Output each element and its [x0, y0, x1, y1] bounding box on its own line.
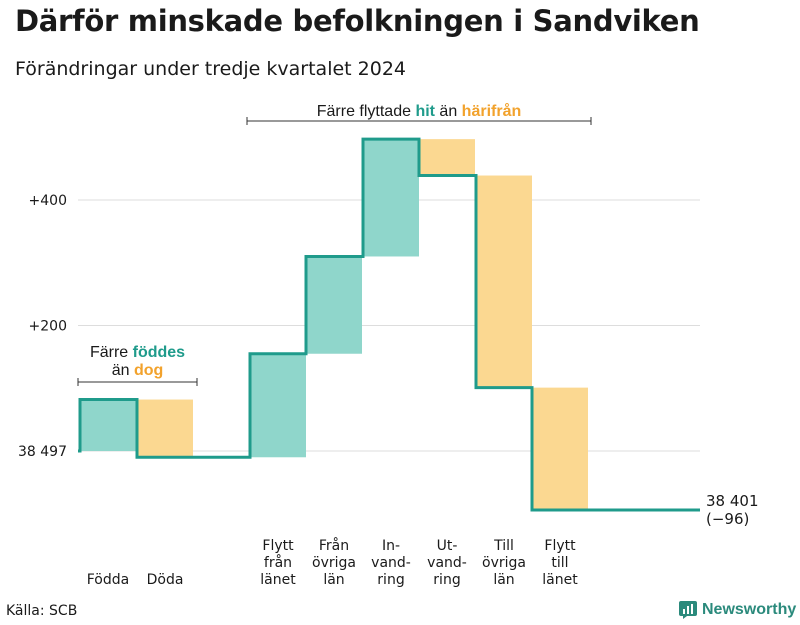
end-change-label: (−96) — [706, 510, 749, 528]
category-label: övriga — [312, 555, 356, 571]
category-label: vand- — [427, 555, 467, 571]
category-label: In- — [382, 538, 400, 554]
annotation-migration: Färre flyttade hit än härifrån — [317, 102, 522, 120]
category-label: län — [323, 572, 344, 588]
category-label: län — [493, 572, 514, 588]
y-tick-label: +400 — [29, 193, 67, 209]
bar-7 — [476, 175, 532, 388]
category-label: Flytt — [544, 538, 576, 554]
category-label: Till — [493, 538, 514, 554]
bar-8 — [532, 387, 588, 510]
brand-logo: Newsworthy — [678, 600, 796, 620]
bar-2 — [137, 399, 193, 458]
category-label: Döda — [147, 572, 184, 588]
bars — [80, 139, 588, 510]
annotation-part: Färre flyttade — [317, 103, 416, 120]
annotation-part: hit — [415, 103, 435, 120]
bar-6 — [419, 139, 475, 176]
category-label: länet — [260, 572, 296, 588]
category-label: till — [551, 555, 568, 571]
category-label: Födda — [87, 572, 129, 588]
category-label: Flytt — [262, 538, 294, 554]
start-value-label: 38 497 — [18, 444, 67, 460]
step-line — [78, 137, 700, 512]
category-label: från — [264, 554, 292, 571]
annotation-part: än — [435, 103, 462, 120]
chart-subtitle: Förändringar under tredje kvartalet 2024 — [15, 58, 407, 80]
annotation-part: härifrån — [462, 102, 522, 120]
annotation-part: föddes — [133, 344, 186, 361]
source-note: Källa: SCB — [6, 603, 78, 619]
annotation-births-line1: Färre föddes — [90, 344, 185, 361]
category-label: ring — [433, 572, 460, 588]
bar-1 — [80, 399, 136, 451]
annotation-part: dog — [134, 362, 163, 379]
annotation-births-line2: än dog — [112, 362, 164, 379]
bar-4 — [306, 256, 362, 354]
step-line-path — [78, 137, 700, 512]
annotation-part: än — [112, 362, 134, 379]
category-label: ring — [377, 572, 404, 588]
chart-title: Därför minskade befolkningen i Sandviken — [15, 4, 700, 38]
bar-3 — [250, 353, 306, 458]
newsworthy-logo-icon — [679, 601, 697, 619]
annotation-part: Färre — [90, 344, 133, 361]
end-value-label: 38 401 — [706, 492, 759, 510]
category-label: Ut- — [437, 538, 458, 554]
brand-name: Newsworthy — [702, 601, 797, 618]
category-label: övriga — [482, 555, 526, 571]
category-label: länet — [542, 572, 578, 588]
category-label: vand- — [371, 555, 411, 571]
category-label: Från — [319, 537, 349, 554]
bar-5 — [363, 139, 419, 257]
y-tick-label: +200 — [29, 319, 67, 335]
